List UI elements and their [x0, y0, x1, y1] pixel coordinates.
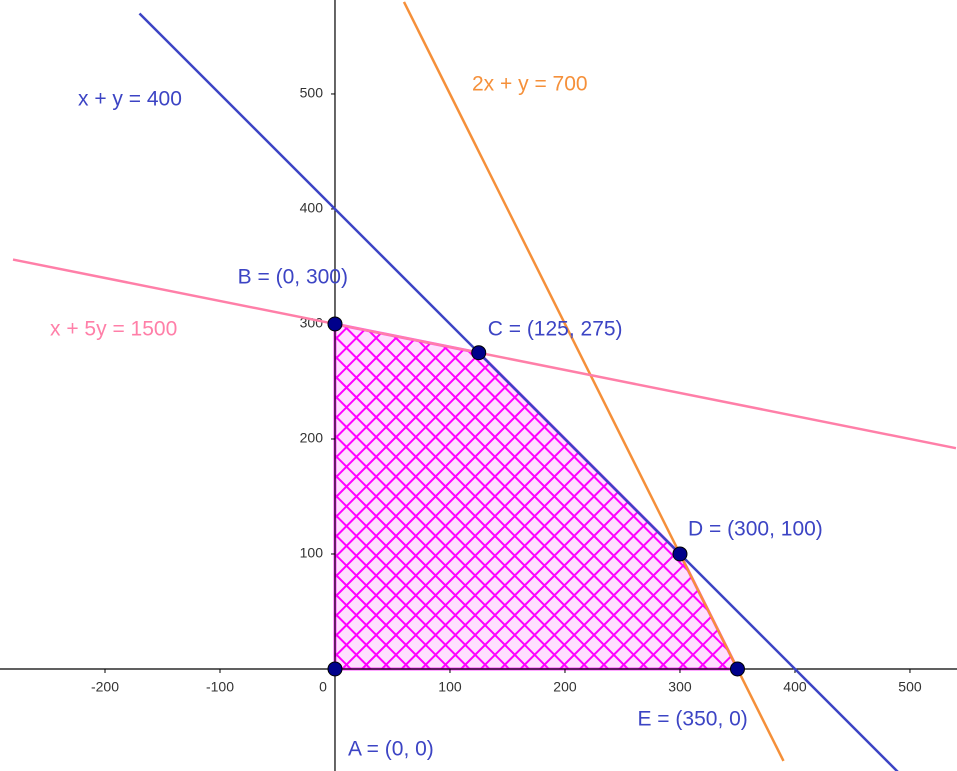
point-label: D = (300, 100): [688, 518, 823, 541]
x-tick-label: 500: [898, 679, 922, 695]
vertex-point: [327, 661, 343, 677]
line-label: x + 5y = 1500: [50, 318, 177, 341]
point-label: A = (0, 0): [348, 738, 434, 761]
point-label: E = (350, 0): [637, 708, 747, 731]
x-tick-label: 200: [553, 679, 577, 695]
y-tick-label: 400: [300, 200, 324, 216]
x-tick-label: -100: [206, 679, 234, 695]
x-tick-label: 0: [319, 679, 327, 695]
x-tick-label: 300: [668, 679, 692, 695]
x-tick-label: 400: [783, 679, 807, 695]
x-tick-label: 100: [438, 679, 462, 695]
feasible-region: [333, 322, 740, 671]
line-label: 2x + y = 700: [472, 73, 588, 96]
constraint-line: [138, 12, 899, 771]
y-tick-label: 200: [300, 430, 324, 446]
point-label: B = (0, 300): [238, 266, 348, 289]
x-tick-label: -200: [91, 679, 119, 695]
point-label: C = (125, 275): [488, 317, 623, 340]
vertex-point: [471, 345, 487, 361]
vertex-point: [327, 316, 343, 332]
vertex-point: [729, 661, 745, 677]
line-label: x + y = 400: [78, 88, 182, 111]
y-tick-label: 500: [300, 85, 324, 101]
y-tick-label: 100: [300, 545, 324, 561]
vertex-point: [672, 546, 688, 562]
constraint-line: [402, 1, 785, 762]
